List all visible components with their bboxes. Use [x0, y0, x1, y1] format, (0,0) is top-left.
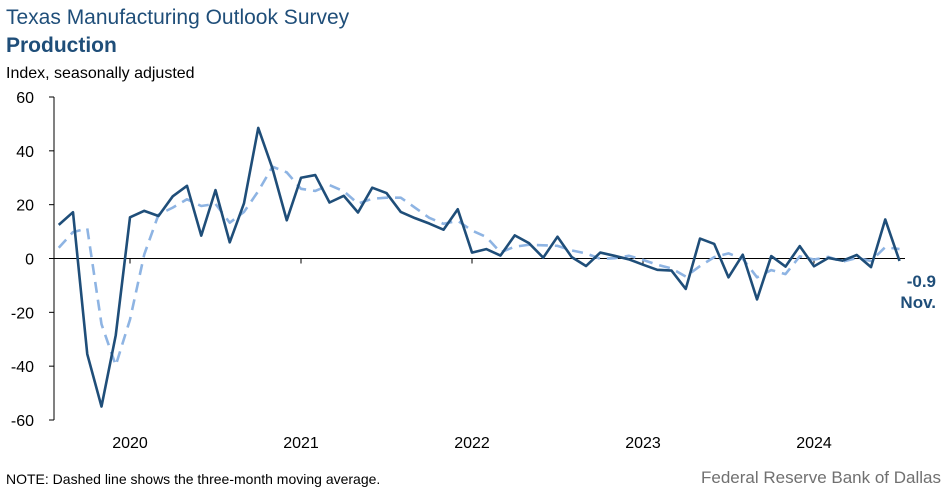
footnote: NOTE: Dashed line shows the three-month … — [6, 471, 381, 487]
x-tick-label: 2022 — [454, 435, 490, 452]
y-tick-label: 40 — [16, 144, 34, 161]
y-tick-label: 20 — [16, 198, 34, 215]
y-tick-label: 0 — [25, 252, 34, 269]
three-month-average-line — [57, 165, 900, 367]
x-tick-label: 2024 — [796, 435, 832, 452]
x-tick-label: 2021 — [283, 435, 319, 452]
production-index-line — [57, 126, 901, 408]
chart-title: Texas Manufacturing Outlook Survey — [6, 6, 350, 29]
source-credit: Federal Reserve Bank of Dallas — [700, 468, 941, 487]
x-axis: 2020 2021 2022 2023 2024 — [54, 258, 905, 452]
y-axis: 60 40 20 0 -20 -40 -60 — [11, 90, 55, 430]
y-axis-units-label: Index, seasonally adjusted — [6, 65, 195, 82]
chart-subtitle: Production — [6, 34, 117, 57]
y-tick-label: -60 — [11, 413, 34, 430]
y-tick-label: 60 — [16, 90, 34, 107]
x-tick-label: 2020 — [112, 435, 148, 452]
x-tick-label: 2023 — [625, 435, 661, 452]
y-tick-label: -40 — [11, 359, 34, 376]
latest-value-annotation: -0.9 — [907, 272, 936, 291]
y-tick-label: -20 — [11, 305, 34, 322]
latest-month-annotation: Nov. — [900, 293, 936, 312]
series-layer — [57, 126, 901, 408]
